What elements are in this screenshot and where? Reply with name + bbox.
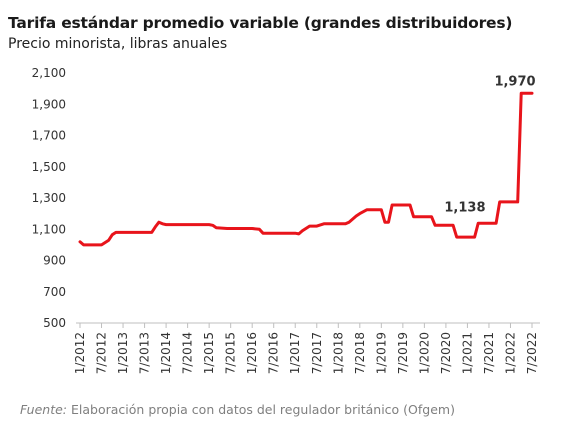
series-line xyxy=(78,91,534,247)
x-tick-label: 7/2019 xyxy=(396,332,410,374)
x-tick-label: 7/2018 xyxy=(353,332,367,374)
x-tick-label: 7/2021 xyxy=(482,332,496,374)
x-tick-label: 1/2021 xyxy=(460,332,474,374)
y-tick-label: 900 xyxy=(43,254,66,268)
x-tick-label: 7/2017 xyxy=(310,332,324,374)
x-tick-label: 1/2020 xyxy=(417,332,431,374)
x-tick-label: 7/2013 xyxy=(138,332,152,374)
x-tick-label: 7/2022 xyxy=(525,332,539,374)
x-tick-label: 7/2016 xyxy=(267,332,281,374)
y-tick-label: 700 xyxy=(43,285,66,299)
x-tick-label: 1/2016 xyxy=(245,332,259,374)
x-tick-label: 1/2015 xyxy=(202,332,216,374)
y-tick-label: 1,500 xyxy=(32,160,66,174)
data-label: 1,138 xyxy=(444,200,485,215)
x-tick-label: 1/2022 xyxy=(503,332,517,374)
x-tick-label: 7/2020 xyxy=(439,332,453,374)
x-tick-label: 1/2013 xyxy=(116,332,130,374)
chart-subtitle: Precio minorista, libras anuales xyxy=(8,36,228,52)
source-text: Elaboración propia con datos del regulad… xyxy=(71,402,455,417)
x-tick-label: 7/2014 xyxy=(181,332,195,374)
source-note: Fuente: Elaboración propia con datos del… xyxy=(20,402,455,417)
x-tick-label: 1/2012 xyxy=(73,332,87,374)
x-tick-label: 7/2012 xyxy=(95,332,109,374)
x-tick-label: 1/2017 xyxy=(288,332,302,374)
source-label: Fuente: xyxy=(20,402,68,417)
data-label: 1,970 xyxy=(494,74,535,89)
x-tick-label: 1/2019 xyxy=(374,332,388,374)
y-tick-label: 1,300 xyxy=(32,191,66,205)
y-tick-label: 2,100 xyxy=(32,66,66,80)
y-tick-label: 1,700 xyxy=(32,129,66,143)
y-tick-label: 500 xyxy=(43,316,66,330)
x-tick-label: 1/2018 xyxy=(331,332,345,374)
chart-title: Tarifa estándar promedio variable (grand… xyxy=(8,14,513,32)
y-tick-label: 1,100 xyxy=(32,222,66,236)
y-tick-label: 1,900 xyxy=(32,97,66,111)
x-tick-label: 7/2015 xyxy=(224,332,238,374)
x-tick-label: 1/2014 xyxy=(159,332,173,374)
